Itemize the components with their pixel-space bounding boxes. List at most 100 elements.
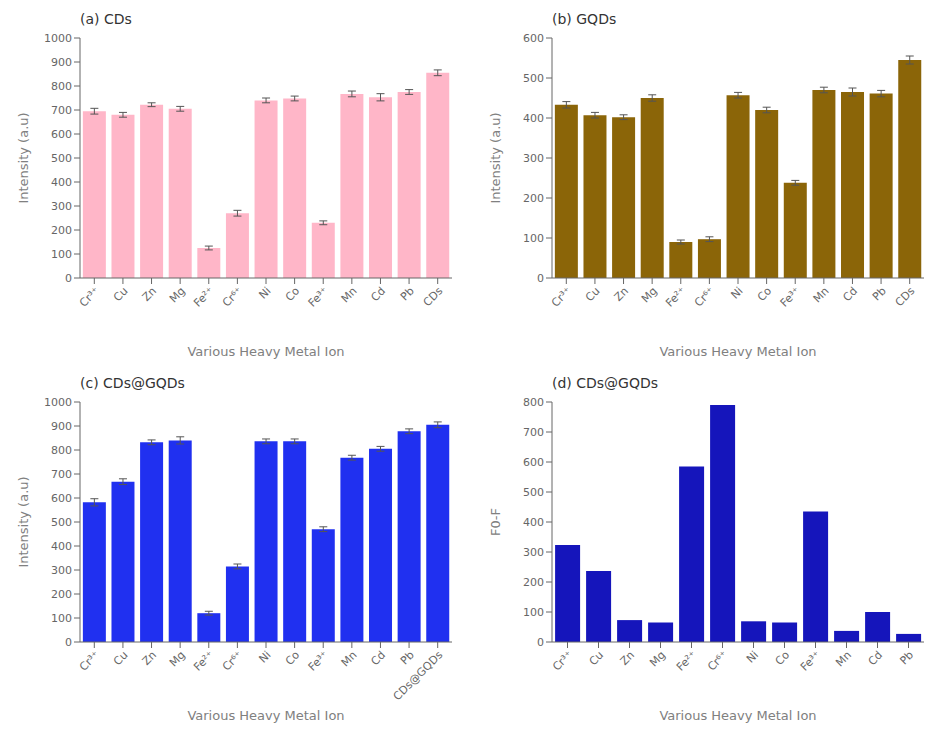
svg-text:700: 700 [51,468,72,481]
svg-text:800: 800 [51,444,72,457]
svg-text:400: 400 [51,176,72,189]
svg-text:F0-F: F0-F [488,508,503,536]
svg-text:Mn: Mn [339,284,360,305]
svg-text:800: 800 [523,396,544,409]
svg-text:800: 800 [51,80,72,93]
svg-text:Fe²⁺: Fe²⁺ [191,284,216,309]
svg-text:Various Heavy Metal Ion: Various Heavy Metal Ion [187,708,344,723]
svg-text:400: 400 [523,112,544,125]
svg-text:Mg: Mg [167,648,188,669]
svg-text:Fe²⁺: Fe²⁺ [663,284,688,309]
svg-text:Mn: Mn [339,648,360,669]
svg-text:Ni: Ni [256,648,273,665]
svg-text:Various Heavy Metal Ion: Various Heavy Metal Ion [659,344,816,359]
svg-text:Pb: Pb [398,284,417,303]
svg-text:300: 300 [523,152,544,165]
svg-text:Fe³⁺: Fe³⁺ [306,284,331,309]
svg-text:300: 300 [51,200,72,213]
svg-text:Co: Co [755,284,775,304]
svg-text:Pb: Pb [897,648,916,667]
svg-text:200: 200 [523,192,544,205]
svg-text:100: 100 [523,606,544,619]
svg-text:400: 400 [523,516,544,529]
svg-text:100: 100 [51,612,72,625]
svg-text:Intensity (a.u): Intensity (a.u) [16,476,31,567]
svg-text:200: 200 [523,576,544,589]
svg-text:500: 500 [51,516,72,529]
svg-text:Cd: Cd [866,648,886,668]
svg-text:Mg: Mg [167,284,188,305]
svg-text:Cr⁶⁺: Cr⁶⁺ [692,284,717,309]
svg-text:CDs: CDs [893,284,918,309]
svg-text:Mg: Mg [647,648,668,669]
svg-text:Cd: Cd [369,648,389,668]
svg-text:Mn: Mn [833,648,854,669]
svg-text:CDs: CDs [421,284,446,309]
svg-text:Cu: Cu [583,284,603,304]
svg-text:1000: 1000 [44,32,72,45]
svg-text:500: 500 [51,152,72,165]
svg-text:Mg: Mg [639,284,660,305]
html-text:(b) GQDs: (b) GQDs [552,11,617,27]
svg-text:0: 0 [537,636,544,649]
svg-text:Zn: Zn [618,648,637,667]
svg-text:Cr⁶⁺: Cr⁶⁺ [705,648,730,673]
svg-text:Cr³⁺: Cr³⁺ [77,284,102,309]
svg-text:100: 100 [523,232,544,245]
svg-text:Cr³⁺: Cr³⁺ [549,284,574,309]
svg-text:600: 600 [51,492,72,505]
svg-text:400: 400 [51,540,72,553]
svg-text:500: 500 [523,72,544,85]
svg-text:100: 100 [51,248,72,261]
svg-text:200: 200 [51,224,72,237]
svg-text:600: 600 [51,128,72,141]
svg-text:900: 900 [51,420,72,433]
svg-text:Ni: Ni [256,284,273,301]
svg-text:Cr⁶⁺: Cr⁶⁺ [220,648,245,673]
svg-text:Fe²⁺: Fe²⁺ [191,648,216,673]
svg-text:600: 600 [523,456,544,469]
svg-text:Co: Co [773,648,793,668]
svg-text:900: 900 [51,56,72,69]
svg-text:700: 700 [51,104,72,117]
svg-text:0: 0 [537,272,544,285]
svg-text:200: 200 [51,588,72,601]
svg-text:300: 300 [523,546,544,559]
svg-text:Cu: Cu [587,648,607,668]
svg-text:Cu: Cu [111,648,131,668]
svg-text:0: 0 [65,636,72,649]
svg-text:600: 600 [523,32,544,45]
svg-text:Fe³⁺: Fe³⁺ [306,648,331,673]
svg-text:Intensity (a.u): Intensity (a.u) [488,112,503,203]
svg-text:Co: Co [283,284,303,304]
svg-text:Cu: Cu [111,284,131,304]
svg-text:Zn: Zn [140,648,159,667]
svg-text:1000: 1000 [44,396,72,409]
svg-text:Zn: Zn [140,284,159,303]
html-text:(a) CDs: (a) CDs [80,11,132,27]
svg-text:CDs@GQDs: CDs@GQDs [391,648,446,703]
svg-text:Cd: Cd [841,284,861,304]
svg-text:Cr³⁺: Cr³⁺ [77,648,102,673]
svg-text:700: 700 [523,426,544,439]
svg-text:Fe³⁺: Fe³⁺ [798,648,823,673]
html-text:(c) CDs@GQDs: (c) CDs@GQDs [80,375,185,391]
svg-text:Fe²⁺: Fe²⁺ [674,648,699,673]
svg-text:Mn: Mn [811,284,832,305]
svg-text:Co: Co [283,648,303,668]
svg-text:Various Heavy Metal Ion: Various Heavy Metal Ion [659,708,816,723]
svg-text:Intensity (a.u): Intensity (a.u) [16,112,31,203]
svg-text:Zn: Zn [612,284,631,303]
svg-text:300: 300 [51,564,72,577]
svg-text:Cr³⁺: Cr³⁺ [550,648,575,673]
svg-text:500: 500 [523,486,544,499]
svg-text:Pb: Pb [870,284,889,303]
svg-text:Ni: Ni [744,648,761,665]
svg-text:Cr⁶⁺: Cr⁶⁺ [220,284,245,309]
svg-text:Cd: Cd [369,284,389,304]
svg-text:Pb: Pb [398,648,417,667]
svg-text:Various Heavy Metal Ion: Various Heavy Metal Ion [187,344,344,359]
svg-text:0: 0 [65,272,72,285]
svg-text:Ni: Ni [728,284,745,301]
svg-text:Fe³⁺: Fe³⁺ [778,284,803,309]
